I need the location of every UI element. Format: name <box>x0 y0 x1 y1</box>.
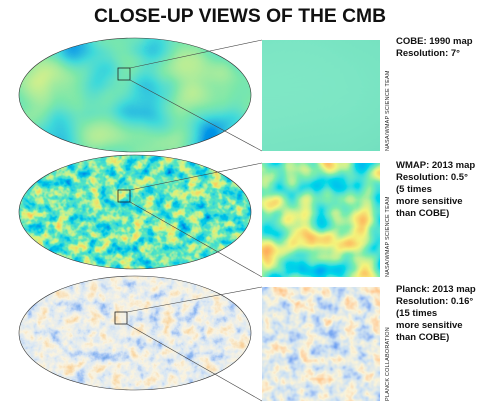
cobe-sky-map <box>19 38 251 152</box>
zoom-line <box>126 286 263 313</box>
cobe-row: NASA/WMAP SCIENCE TEAM COBE: 1990 map Re… <box>18 36 473 153</box>
credit: NASA/WMAP SCIENCE TEAM <box>385 70 391 151</box>
caption-line: more sensitive <box>396 320 463 331</box>
map-outline <box>18 37 252 153</box>
planck-row: PLANCK COLLABORATION Planck: 2013 map Re… <box>18 275 476 402</box>
credit: PLANCK COLLABORATION <box>385 327 391 401</box>
planck-zoom <box>261 286 381 402</box>
wmap-row: NASA/WMAP SCIENCE TEAM WMAP: 2013 map Re… <box>18 154 475 278</box>
caption-line: than COBE) <box>396 208 449 219</box>
zoom-line <box>129 79 263 152</box>
zoom-line <box>129 39 263 69</box>
planck-sky-map <box>19 276 251 390</box>
caption-line: (15 times <box>396 308 437 319</box>
title: CLOSE-UP VIEWS OF THE CMB <box>94 6 386 27</box>
zoom-marker <box>117 189 131 203</box>
caption-line: Resolution: 0.5° <box>396 172 468 183</box>
wmap-zoom <box>261 162 381 278</box>
wmap-sky-map <box>19 155 251 269</box>
zoom-marker <box>117 67 131 81</box>
zoom-marker <box>114 311 128 325</box>
caption-line: WMAP: 2013 map <box>396 160 475 171</box>
map-outline <box>18 275 252 391</box>
credit: NASA/WMAP SCIENCE TEAM <box>385 196 391 277</box>
caption-line: (5 times <box>396 184 432 195</box>
cobe-zoom <box>261 39 381 152</box>
map-outline <box>18 154 252 270</box>
caption-line: Resolution: 7° <box>396 48 460 59</box>
zoom-line <box>126 323 263 402</box>
zoom-line <box>129 201 263 278</box>
caption-line: more sensitive <box>396 196 463 207</box>
zoom-line <box>129 162 263 191</box>
caption-line: than COBE) <box>396 332 449 343</box>
caption-line: COBE: 1990 map <box>396 36 473 47</box>
caption-line: Resolution: 0.16° <box>396 296 473 307</box>
caption-line: Planck: 2013 map <box>396 284 476 295</box>
